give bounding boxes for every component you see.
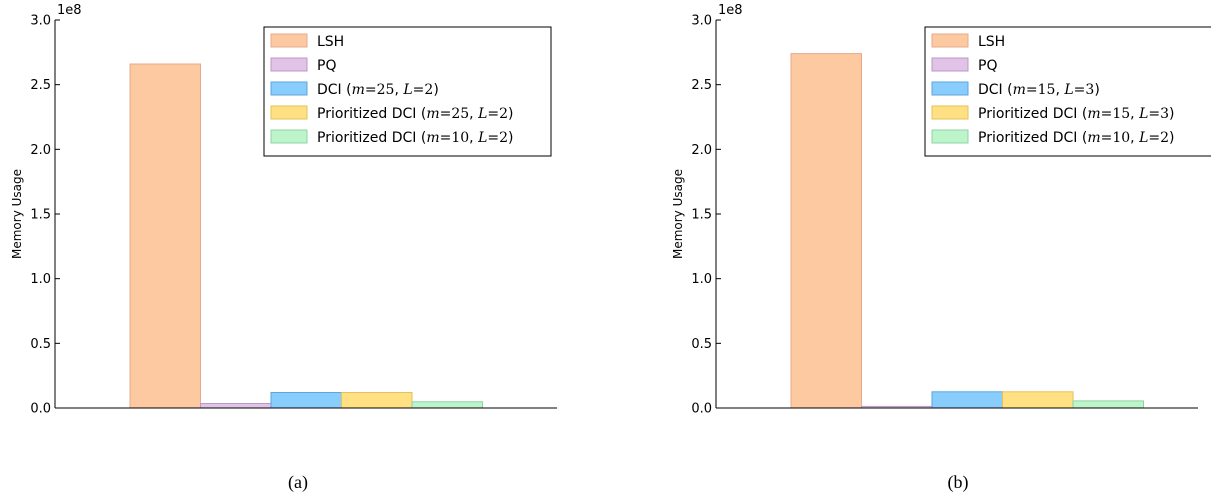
y-axis-title: Memory Usage [671, 169, 685, 259]
legend-label: PQ [317, 58, 336, 74]
legend: LSH PQ DCI (m=25, L=2) Prioritized DCI (m=2… [263, 26, 552, 157]
legend-label: Prioritized DCI (m=10, L=2) [317, 130, 514, 146]
bar-4 [1002, 391, 1074, 409]
legend-swatch [270, 105, 308, 120]
bar-1 [129, 63, 201, 409]
chart-panel-b: 0.0 0.5 1.0 1.5 2.0 2.5 3.0 1e8 Memory Usage LSH P… [671, 3, 1211, 493]
y-tick-label: 1.5 [691, 208, 712, 223]
y-tick-label: 1.5 [30, 208, 51, 223]
legend-frame [924, 26, 1211, 157]
y-tick-label: 0.0 [30, 402, 51, 417]
y-exponent-label: 1e8 [718, 3, 743, 18]
y-tick-label: 3.0 [691, 14, 712, 29]
legend-swatch [270, 129, 308, 144]
y-tick-label: 0.5 [691, 337, 712, 352]
legend-swatch [270, 57, 308, 72]
legend-swatch [931, 33, 969, 48]
legend-label: Prioritized DCI (m=15, L=3) [978, 106, 1175, 122]
chart-panel-a: 0.0 0.5 1.0 1.5 2.0 2.5 3.0 1e8 Memory Usage LSH P… [10, 3, 557, 493]
y-tick-label: 1.0 [691, 272, 712, 287]
legend-label: DCI (m=25, L=2) [317, 82, 439, 98]
y-tick-label: 0.5 [30, 337, 51, 352]
legend: LSH PQ DCI (m=15, L=3) Prioritized DCI (m=1… [924, 26, 1211, 157]
y-tick-label: 3.0 [30, 14, 51, 29]
legend-label: PQ [978, 58, 997, 74]
legend-label: DCI (m=15, L=3) [978, 82, 1100, 98]
panel-caption: (a) [288, 472, 308, 493]
legend-swatch [931, 105, 969, 120]
bar-1 [790, 53, 862, 409]
panel-caption: (b) [948, 472, 969, 493]
legend-swatch [931, 81, 969, 96]
legend-swatch [270, 33, 308, 48]
y-tick-label: 2.5 [30, 78, 51, 93]
y-tick-label: 2.0 [691, 143, 712, 158]
y-tick-label: 2.5 [691, 78, 712, 93]
legend-frame [263, 26, 552, 157]
bar-5 [411, 401, 483, 409]
legend-label: Prioritized DCI (m=10, L=2) [978, 130, 1175, 146]
legend-label: LSH [317, 34, 344, 50]
y-exponent-label: 1e8 [57, 3, 82, 18]
bar-5 [1072, 400, 1144, 409]
bar-3 [931, 391, 1003, 409]
legend-swatch [931, 57, 969, 72]
legend-label: LSH [978, 34, 1005, 50]
y-tick-label: 2.0 [30, 143, 51, 158]
y-tick-label: 0.0 [691, 402, 712, 417]
bar-3 [270, 392, 342, 409]
y-axis-title: Memory Usage [10, 169, 24, 259]
y-tick-label: 1.0 [30, 272, 51, 287]
bar-2 [200, 403, 272, 409]
legend-swatch [931, 129, 969, 144]
bar-4 [341, 392, 413, 409]
legend-swatch [270, 81, 308, 96]
legend-label: Prioritized DCI (m=25, L=2) [317, 106, 514, 122]
